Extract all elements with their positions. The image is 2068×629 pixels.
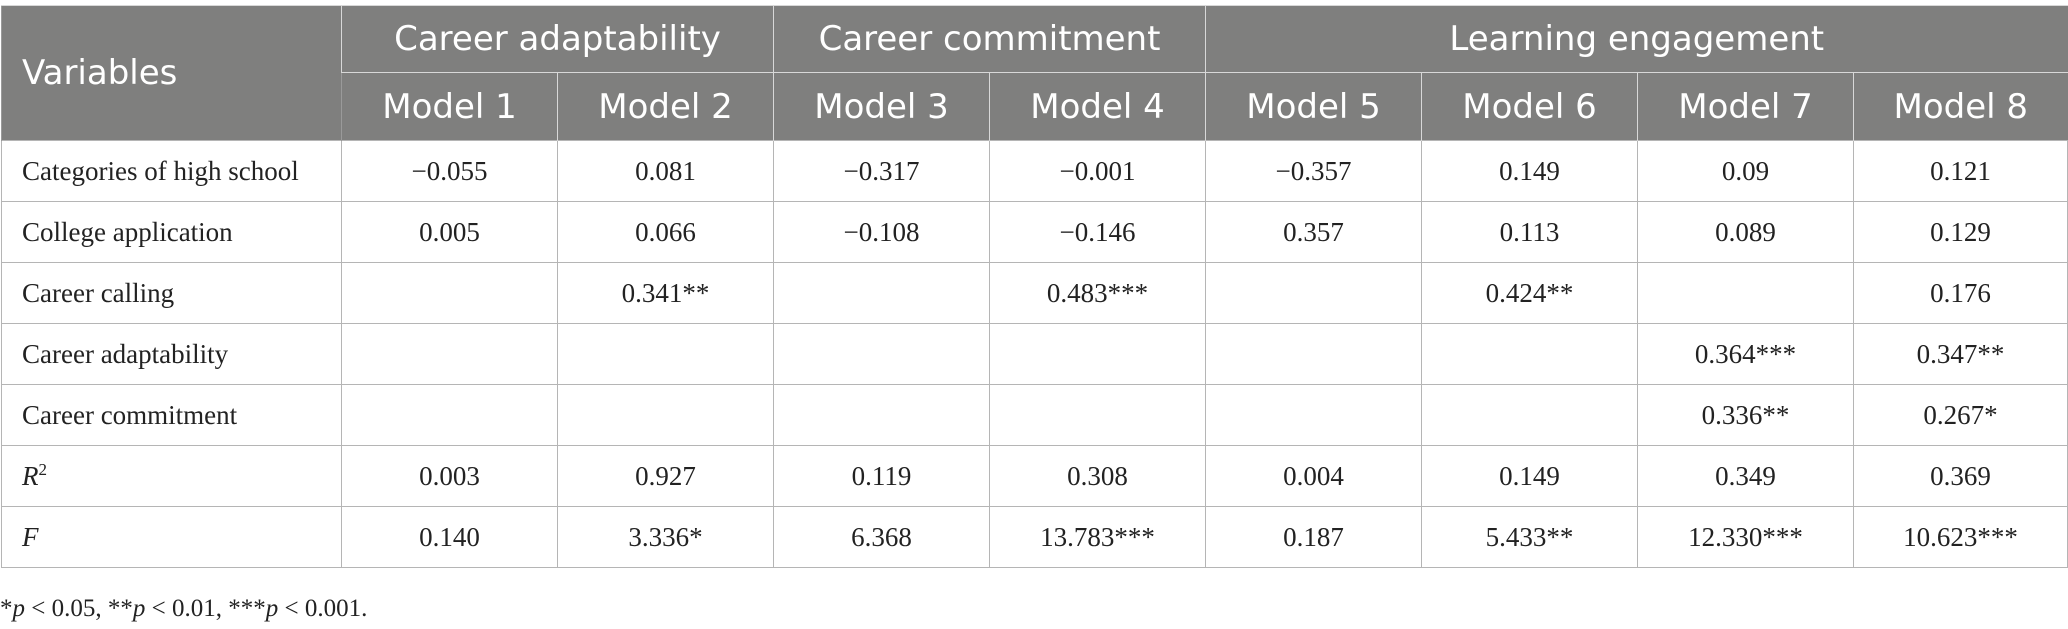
- table-cell: 12.330***: [1637, 506, 1855, 568]
- table-cell: 0.113: [1421, 201, 1639, 263]
- table-cell: 0.349: [1637, 445, 1855, 507]
- table-cell: [1637, 262, 1855, 324]
- row-label: College application: [1, 201, 342, 263]
- table-cell: 0.089: [1637, 201, 1855, 263]
- table-cell: 0.424**: [1421, 262, 1639, 324]
- table-body: Categories of high school −0.055 0.081 −0.3…: [1, 140, 2068, 568]
- table-cell: 0.483***: [988, 262, 1207, 324]
- table-cell: [341, 323, 558, 385]
- row-label: Career commitment: [1, 384, 342, 446]
- table-cell: [988, 384, 1207, 446]
- table-cell: 0.119: [773, 445, 990, 507]
- table-row: R2 0.003 0.927 0.119 0.308 0.004 0.149 0.349 0.3…: [1, 445, 2068, 507]
- table-cell: 0.004: [1205, 445, 1423, 507]
- row-label: Career adaptability: [1, 323, 342, 385]
- table-cell: [773, 323, 990, 385]
- table-cell: [988, 323, 1207, 385]
- model-header: Model 6: [1421, 72, 1638, 141]
- row-label: R2: [1, 445, 342, 507]
- table-cell: 13.783***: [988, 506, 1207, 568]
- table-cell: −0.001: [988, 140, 1207, 202]
- table-cell: −0.317: [773, 140, 990, 202]
- table-cell: 0.140: [341, 506, 558, 568]
- table-cell: [1205, 323, 1423, 385]
- table-cell: 0.09: [1637, 140, 1855, 202]
- table-row: College application 0.005 0.066 −0.108 −0.14…: [1, 201, 2068, 263]
- table-footnote: *p < 0.05, **p < 0.01, ***p < 0.001.: [0, 595, 368, 622]
- table-header: Variables Career adaptability Career comm…: [1, 5, 2068, 141]
- table-cell: [1421, 384, 1639, 446]
- table-cell: 0.066: [557, 201, 774, 263]
- row-label: Career calling: [1, 262, 342, 324]
- table-cell: [557, 323, 774, 385]
- table-cell: −0.357: [1205, 140, 1423, 202]
- group-header: Career adaptability: [341, 5, 774, 73]
- model-header: Model 2: [557, 72, 774, 141]
- table-row: F 0.140 3.336* 6.368 13.783*** 0.187 5.433** 12…: [1, 506, 2068, 568]
- table-cell: 0.005: [341, 201, 558, 263]
- table-cell: 0.176: [1853, 262, 2068, 324]
- table-cell: −0.108: [773, 201, 990, 263]
- table-cell: 0.149: [1421, 140, 1639, 202]
- model-header: Model 4: [988, 72, 1206, 141]
- table-cell: 0.308: [988, 445, 1207, 507]
- table-cell: 0.364***: [1637, 323, 1855, 385]
- table-cell: 0.081: [557, 140, 774, 202]
- table-cell: [773, 384, 990, 446]
- table-cell: 0.129: [1853, 201, 2068, 263]
- table-cell: 5.433**: [1421, 506, 1639, 568]
- table-cell: 0.121: [1853, 140, 2068, 202]
- table-cell: 0.003: [341, 445, 558, 507]
- table-cell: −0.055: [341, 140, 558, 202]
- regression-table-container: Variables Career adaptability Career comm…: [0, 5, 2068, 622]
- table-cell: 0.357: [1205, 201, 1423, 263]
- model-header: Model 7: [1637, 72, 1854, 141]
- model-header: Model 5: [1205, 72, 1422, 141]
- table-row: Career calling 0.341** 0.483*** 0.424** 0.17…: [1, 262, 2068, 324]
- variables-header: Variables: [1, 5, 342, 141]
- table-cell: 0.347**: [1853, 323, 2068, 385]
- table-cell: [1421, 323, 1639, 385]
- group-header: Learning engagement: [1205, 5, 2068, 73]
- table-row: Categories of high school −0.055 0.081 −0.3…: [1, 140, 2068, 202]
- model-header: Model 1: [341, 72, 558, 141]
- model-header: Model 8: [1853, 72, 2068, 141]
- row-label: F: [1, 506, 342, 568]
- table-cell: 0.267*: [1853, 384, 2068, 446]
- table-cell: [341, 262, 558, 324]
- table-cell: 6.368: [773, 506, 990, 568]
- model-header: Model 3: [773, 72, 990, 141]
- table-cell: 0.187: [1205, 506, 1423, 568]
- regression-table: Variables Career adaptability Career comm…: [1, 5, 2068, 568]
- table-cell: [557, 384, 774, 446]
- table-cell: 3.336*: [557, 506, 774, 568]
- table-cell: 0.336**: [1637, 384, 1855, 446]
- table-cell: 0.369: [1853, 445, 2068, 507]
- row-label: Categories of high school: [1, 140, 342, 202]
- group-header: Career commitment: [772, 5, 1206, 73]
- table-cell: 0.927: [557, 445, 774, 507]
- table-cell: 0.341**: [557, 262, 774, 324]
- table-cell: [1205, 384, 1423, 446]
- table-cell: 0.149: [1421, 445, 1639, 507]
- table-row: Career adaptability 0.364*** 0.347**: [1, 323, 2068, 385]
- table-row: Career commitment 0.336** 0.267*: [1, 384, 2068, 446]
- table-cell: 10.623***: [1853, 506, 2068, 568]
- table-cell: [773, 262, 990, 324]
- table-cell: [341, 384, 558, 446]
- table-cell: −0.146: [988, 201, 1207, 263]
- table-cell: [1205, 262, 1423, 324]
